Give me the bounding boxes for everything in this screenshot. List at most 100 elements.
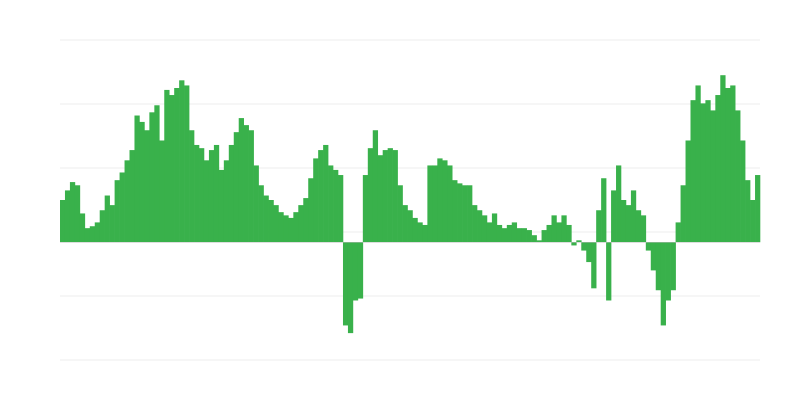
bar <box>596 210 602 243</box>
bar <box>323 144 329 243</box>
bar <box>263 195 269 243</box>
bar <box>710 110 716 243</box>
bar <box>442 160 448 243</box>
bar <box>149 112 155 243</box>
bar <box>387 148 393 243</box>
bar <box>104 195 110 243</box>
bar <box>556 222 562 243</box>
bar <box>84 228 91 243</box>
bar <box>89 226 96 243</box>
bar <box>228 144 235 243</box>
bar <box>407 210 413 243</box>
bar <box>462 185 468 243</box>
bar <box>571 242 577 246</box>
bar <box>521 228 527 243</box>
bar <box>491 213 498 243</box>
bar <box>243 125 249 243</box>
bar <box>705 100 711 243</box>
bar <box>397 185 403 243</box>
bar <box>367 148 374 243</box>
bar <box>377 155 383 243</box>
bar <box>218 169 225 243</box>
bar <box>64 190 71 243</box>
bar <box>124 160 130 243</box>
bar <box>486 222 493 243</box>
bar <box>755 175 761 243</box>
bar <box>725 88 731 243</box>
bar <box>164 89 170 243</box>
bar <box>223 160 230 243</box>
bar <box>516 228 523 243</box>
bar <box>447 165 453 243</box>
bar <box>313 158 319 243</box>
bar <box>467 185 473 243</box>
bar <box>457 183 463 243</box>
bar <box>730 85 736 243</box>
bar <box>233 132 240 243</box>
bar <box>531 235 537 243</box>
bar <box>745 180 751 243</box>
bar <box>238 118 244 243</box>
bar <box>601 178 607 243</box>
bar <box>382 150 388 243</box>
bar <box>94 222 101 243</box>
bar <box>665 242 671 301</box>
bar <box>645 242 652 251</box>
bar <box>561 215 567 243</box>
bar <box>427 165 433 243</box>
bar <box>268 200 274 243</box>
bar <box>99 210 105 243</box>
bar <box>715 95 721 243</box>
bar <box>114 180 120 243</box>
bar <box>690 100 696 243</box>
bar <box>79 213 86 243</box>
bar <box>199 148 205 243</box>
bar <box>481 215 488 243</box>
bar <box>720 75 726 243</box>
bar <box>437 158 443 243</box>
bar <box>655 242 662 291</box>
bar <box>735 110 741 243</box>
bar <box>184 85 190 243</box>
bar <box>452 180 458 243</box>
bar <box>303 198 309 243</box>
bars <box>60 75 761 334</box>
bar <box>139 121 145 243</box>
bar <box>496 224 503 243</box>
bar <box>501 228 508 243</box>
bar <box>506 224 513 243</box>
bar <box>700 103 706 243</box>
bar <box>74 185 81 243</box>
bar <box>620 200 627 243</box>
bar <box>586 242 592 263</box>
bar <box>144 130 150 243</box>
bar <box>109 205 115 243</box>
bar <box>213 144 220 243</box>
bar <box>308 178 314 243</box>
bar <box>179 80 185 243</box>
bar <box>298 205 304 243</box>
bar <box>278 212 284 243</box>
bar <box>189 130 195 243</box>
bar <box>477 210 483 243</box>
bar <box>69 182 76 243</box>
bar <box>328 165 334 243</box>
bar <box>338 175 344 243</box>
bar <box>208 150 215 243</box>
bar <box>357 242 364 299</box>
bar <box>611 190 617 243</box>
bar <box>134 115 140 243</box>
bar <box>526 230 532 243</box>
bar <box>273 205 279 243</box>
bar <box>119 172 125 243</box>
bar <box>283 215 289 243</box>
bar <box>581 242 587 251</box>
bar <box>546 224 552 243</box>
bar <box>472 205 478 243</box>
bar <box>174 88 180 243</box>
bar <box>511 222 518 243</box>
bar <box>293 212 299 243</box>
bar <box>60 200 66 243</box>
bar <box>352 242 359 301</box>
